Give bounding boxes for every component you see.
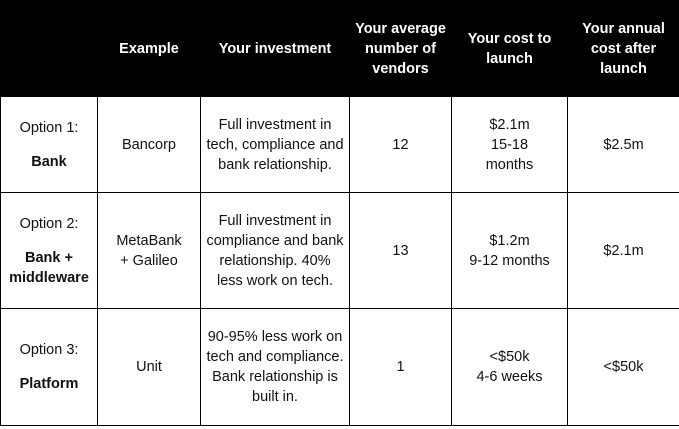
option-number: Option 3: <box>19 342 79 358</box>
header-cost-to-launch: Your cost to launch <box>451 0 568 97</box>
option-name: Bank <box>31 153 67 170</box>
header-row: Example Your investment Your average num… <box>0 0 679 97</box>
example-cell: MetaBank + Galileo <box>97 192 201 309</box>
vendors-cell: 13 <box>349 192 452 309</box>
option-number: Option 1: <box>19 119 79 136</box>
option-name: Platform <box>19 376 79 392</box>
option-name: Bank + middleware <box>9 249 89 286</box>
cost-to-launch-cell: <$50k 4-6 weeks <box>451 308 568 426</box>
table-row: Option 1: Bank Bancorp Full investment i… <box>0 96 679 193</box>
annual-cost-cell: $2.1m <box>567 192 679 309</box>
vendors-cell: 1 <box>349 308 452 426</box>
example-cell: Unit <box>97 308 201 426</box>
option-cell: Option 1: Bank <box>0 96 98 193</box>
annual-cost-cell: <$50k <box>567 308 679 426</box>
option-cell: Option 2: Bank + middleware <box>0 192 98 309</box>
example-cell: Bancorp <box>97 96 201 193</box>
option-number: Option 2: <box>19 215 79 232</box>
table-row: Option 3: Platform Unit 90-95% less work… <box>0 308 679 426</box>
cost-to-launch-cell: $1.2m 9-12 months <box>451 192 568 309</box>
option-cell: Option 3: Platform <box>0 308 98 426</box>
annual-cost-cell: $2.5m <box>567 96 679 193</box>
investment-cell: 90-95% less work on tech and compliance.… <box>200 308 350 426</box>
investment-cell: Full investment in compliance and bank r… <box>200 192 350 309</box>
header-investment: Your investment <box>200 0 350 97</box>
cost-to-launch-cell: $2.1m 15-18 months <box>451 96 568 193</box>
table-row: Option 2: Bank + middleware MetaBank + G… <box>0 192 679 309</box>
header-example: Example <box>97 0 201 97</box>
header-vendors: Your average number of vendors <box>349 0 452 97</box>
header-annual-cost: Your annual cost after launch <box>567 0 679 97</box>
vendors-cell: 12 <box>349 96 452 193</box>
investment-cell: Full investment in tech, compliance and … <box>200 96 350 193</box>
header-option <box>0 0 98 97</box>
